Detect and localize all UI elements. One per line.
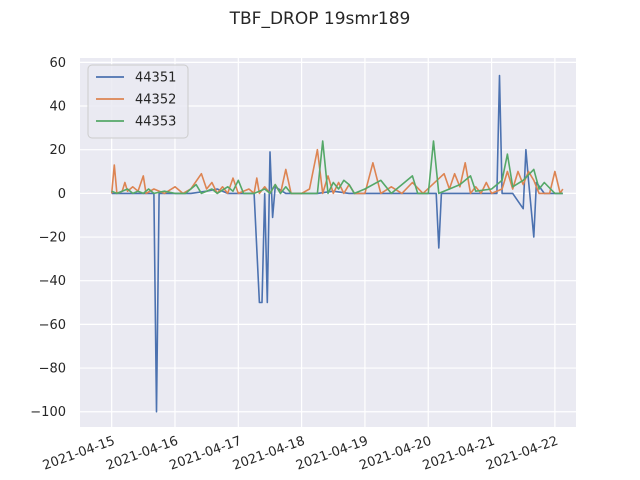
y-tick-label: 20 xyxy=(49,143,66,158)
y-tick-label: 0 xyxy=(58,187,66,202)
legend-label-44353: 44353 xyxy=(135,115,176,130)
series-line-44353 xyxy=(111,140,563,195)
legend-label-44352: 44352 xyxy=(135,93,176,108)
y-tick-label: 40 xyxy=(49,100,66,115)
y-tick-label: 60 xyxy=(49,56,66,71)
legend: 44351 44352 44353 xyxy=(87,64,189,139)
y-tick-label: −80 xyxy=(39,362,66,377)
y-tick-label: −60 xyxy=(39,318,66,333)
y-axis-tick-labels: 60 40 20 0 −20 −40 −60 −80 −100 xyxy=(30,56,66,420)
y-tick-label: −40 xyxy=(39,274,66,289)
y-tick-label: −20 xyxy=(39,231,66,246)
series-lines xyxy=(110,74,564,413)
y-tick-label: −100 xyxy=(30,405,66,420)
legend-box xyxy=(87,64,189,139)
grid-lines xyxy=(80,58,576,427)
legend-label-44351: 44351 xyxy=(135,71,176,86)
chart-title: TBF_DROP 19smr189 xyxy=(229,9,411,29)
